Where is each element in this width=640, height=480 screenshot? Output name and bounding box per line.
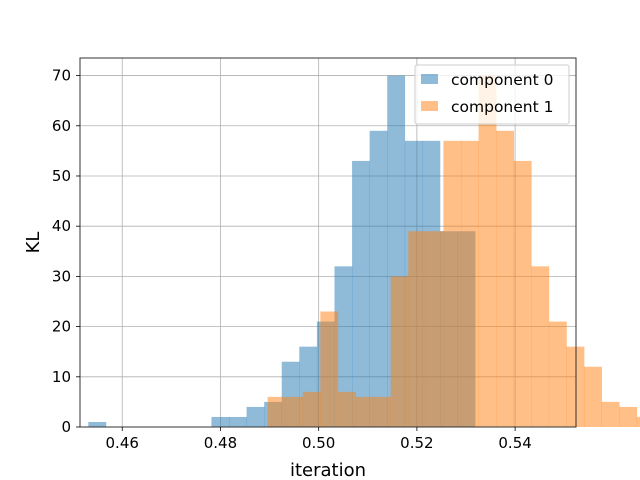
y-tick-label: 10 [52,368,71,386]
x-axis-ticks: 0.46 0.48 0.50 0.52 0.54 [106,427,532,452]
x-tick-label: 0.54 [498,434,531,452]
y-tick-label: 30 [52,267,71,285]
y-tick-label: 60 [52,117,71,135]
histogram-bar-component-1 [619,406,638,427]
histogram-bar-component-1 [496,130,515,428]
y-axis-label: KL [23,232,44,254]
histogram-bar-component-1 [584,366,602,427]
y-tick-label: 50 [52,167,71,185]
y-tick-label: 40 [52,217,71,235]
x-tick-label: 0.48 [204,434,237,452]
histogram-bar-component-1 [408,231,427,427]
histogram-bar-component-1 [636,416,640,427]
histogram-bar-component-0 [369,130,388,428]
y-tick-label: 20 [52,318,71,336]
legend-swatch-component-0 [421,74,438,84]
histogram-bar-component-1 [337,391,356,427]
histogram-bar-component-0 [88,421,107,427]
histogram-bar-component-1 [531,266,550,427]
histogram-bar-component-1 [355,396,374,427]
x-tick-label: 0.46 [106,434,139,452]
histogram-bar-component-0 [334,266,353,427]
histogram-bar-component-1 [601,401,620,427]
histogram-bar-component-1 [285,396,304,427]
plot-frame [79,57,577,428]
y-tick-label: 0 [61,418,71,436]
x-tick-label: 0.50 [302,434,335,452]
x-tick-label: 0.52 [400,434,433,452]
histogram-bar-component-1 [460,140,479,427]
histogram-bar-component-1 [478,75,497,428]
legend-label-component-0: component 0 [451,71,553,89]
legend: component 0 component 1 [414,64,570,125]
x-axis-label: iteration [290,460,366,480]
histogram-bar-component-0 [228,416,247,427]
histogram-bar-component-1 [443,140,462,427]
histogram-bar-component-1 [267,396,286,427]
y-axis-ticks: 0 10 20 30 40 50 60 70 [52,67,80,436]
histogram-bar-component-0 [246,406,265,427]
histogram-bar-component-1 [302,391,321,427]
histogram-bar-component-1 [425,231,444,427]
series-component-1-bars [267,75,640,428]
histogram-bar-component-1 [566,346,585,427]
histogram-bar-component-1 [513,160,532,427]
histogram-bar-component-0 [352,160,370,427]
histogram-bar-component-0 [211,416,230,427]
legend-label-component-1: component 1 [451,98,553,116]
histogram-bar-component-1 [548,321,567,427]
legend-swatch-component-1 [421,101,438,111]
histogram-bar-component-1 [373,396,391,427]
legend-box [414,64,570,125]
y-tick-label: 70 [52,67,71,85]
histogram-bar-component-1 [390,276,409,427]
histogram-bar-component-1 [320,311,339,427]
